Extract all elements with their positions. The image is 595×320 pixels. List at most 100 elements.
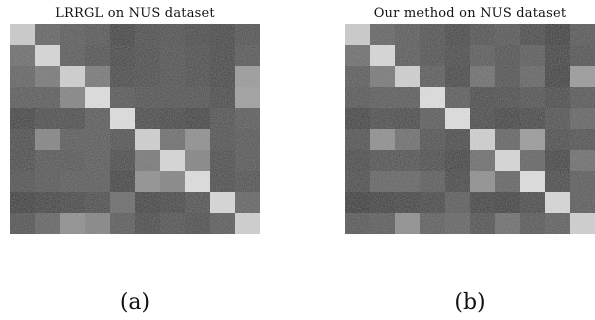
heatmap-cell [10,66,36,88]
heatmap-cell [35,87,61,109]
heatmap-cell [135,129,161,151]
heatmap-cell [370,129,396,151]
heatmap-cell [545,150,571,172]
heatmap-cell [185,66,211,88]
heatmap-cell [370,192,396,214]
heatmap-cell [10,45,36,67]
heatmap-cell [235,108,260,130]
heatmap-cell [110,129,136,151]
heatmap-cell [135,24,161,46]
heatmap-cell [570,45,595,67]
heatmap-cell [10,24,36,46]
heatmap-cell [420,192,446,214]
heatmap-cell [370,66,396,88]
heatmap-cell [370,24,396,46]
heatmap-cell [495,45,521,67]
heatmap-cell [370,171,396,193]
heatmap-cell [495,150,521,172]
heatmap-cell [10,213,36,234]
heatmap-cell [10,108,36,130]
heatmap-cell [520,66,546,88]
heatmap-cell [420,87,446,109]
heatmap-cell [60,66,86,88]
heatmap-cell [420,108,446,130]
heatmap-cell [570,108,595,130]
heatmap-cell [345,108,371,130]
heatmap-cell [210,171,236,193]
heatmap-cell [520,150,546,172]
heatmap-cell [545,171,571,193]
heatmap-cell [110,150,136,172]
heatmap-cell [85,150,111,172]
heatmap-cell [445,45,471,67]
heatmap-cell [210,45,236,67]
heatmap-cell [345,129,371,151]
heatmap-cell [420,150,446,172]
heatmap-cell [445,213,471,234]
heatmap-cell [395,108,421,130]
heatmap-cell [235,66,260,88]
heatmap-cell [470,213,496,234]
heatmap-cell [545,213,571,234]
heatmap-cell [210,66,236,88]
heatmap-cell [210,108,236,130]
heatmap-cell [445,192,471,214]
heatmap-cell [395,129,421,151]
heatmap-cell [235,129,260,151]
heatmap-cell [110,87,136,109]
heatmap-cell [445,66,471,88]
heatmap-cell [520,129,546,151]
heatmap-cell [185,150,211,172]
heatmap-cell [420,24,446,46]
heatmap-cell [35,24,61,46]
heatmap-cell [110,192,136,214]
heatmap-cell [135,87,161,109]
heatmap-cell [160,213,186,234]
heatmap-cell [185,192,211,214]
heatmap-cell [60,150,86,172]
heatmap-cell [570,213,595,234]
heatmap-cell [85,192,111,214]
heatmap-cell [445,129,471,151]
heatmap-cell [110,108,136,130]
heatmap-cell [345,171,371,193]
heatmap-cell [10,192,36,214]
chart-title: Our method on NUS dataset [373,6,567,21]
heatmap-cell [235,171,260,193]
heatmap-cell [160,87,186,109]
heatmap-cell [345,87,371,109]
chart-title: LRRGL on NUS dataset [55,6,215,21]
heatmap-cell [135,171,161,193]
heatmap-cell [35,66,61,88]
heatmap-cell [570,24,595,46]
heatmap-cell [135,150,161,172]
heatmap-cell [570,150,595,172]
heatmap-cell [160,192,186,214]
heatmap-cell [495,213,521,234]
heatmap-cell [520,87,546,109]
heatmap-cell [60,129,86,151]
heatmap-cell [135,213,161,234]
heatmap-cell [135,192,161,214]
heatmap-cell [495,66,521,88]
heatmap-cell [210,213,236,234]
heatmap-cell [395,66,421,88]
heatmap-cell [185,87,211,109]
heatmap-cell [545,24,571,46]
heatmap-cell [445,150,471,172]
heatmap-cell [445,87,471,109]
heatmap-cell [470,66,496,88]
heatmap-cell [395,213,421,234]
heatmap-cell [495,129,521,151]
heatmap-cell [470,87,496,109]
heatmap-cell [495,87,521,109]
heatmap-panel-b: Our method on NUS dataset (b) [345,0,595,320]
heatmap-cell [60,45,86,67]
heatmap-cell [85,108,111,130]
heatmap-cell [210,87,236,109]
heatmap-cell [570,192,595,214]
heatmap-cell [35,150,61,172]
heatmap-cell [185,45,211,67]
heatmap-cell [10,171,36,193]
heatmap-cell [185,24,211,46]
